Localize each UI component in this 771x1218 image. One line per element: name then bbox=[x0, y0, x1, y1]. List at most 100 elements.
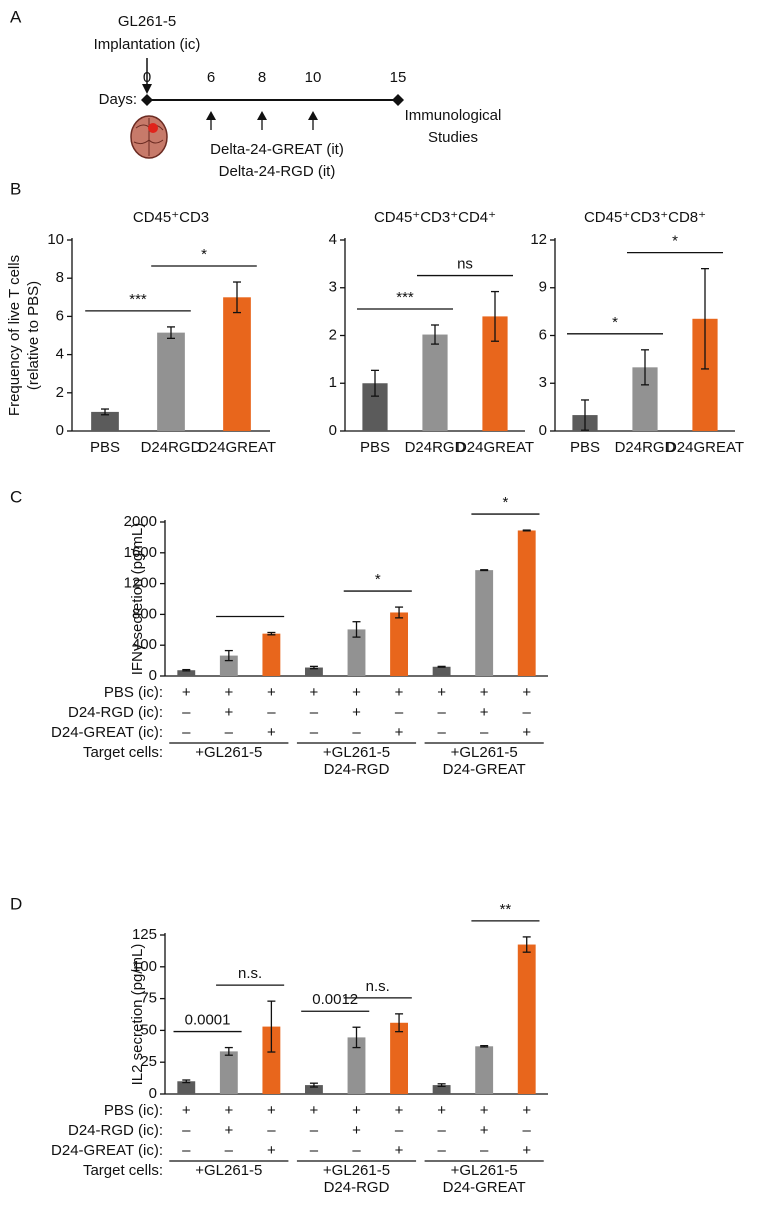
target-label: Target cells: bbox=[83, 744, 163, 761]
error-bar bbox=[395, 606, 404, 619]
y-tick-label: 1600 bbox=[124, 544, 157, 561]
significance-label: *** bbox=[396, 289, 414, 306]
error-bar bbox=[267, 631, 276, 636]
y-tick-label: 4 bbox=[56, 346, 64, 363]
x-tick-label: PBS bbox=[570, 439, 600, 456]
y-tick-label: 6 bbox=[56, 307, 64, 324]
condition-mark: – bbox=[182, 704, 191, 721]
treatment-label: Delta-24-GREAT (it) bbox=[210, 141, 344, 158]
error-bar bbox=[233, 281, 241, 314]
timeline-start bbox=[141, 94, 153, 106]
condition-mark: + bbox=[480, 704, 489, 721]
condition-mark: + bbox=[522, 724, 531, 741]
bar bbox=[390, 1022, 408, 1094]
target-label: Target cells: bbox=[83, 1162, 163, 1179]
error-bar bbox=[480, 569, 489, 572]
condition-label: D24-RGD (ic): bbox=[68, 704, 163, 721]
y-tick-label: 6 bbox=[539, 326, 547, 343]
condition-mark: – bbox=[310, 724, 319, 741]
y-axis-label: IFNγ secretion (pg/mL) bbox=[129, 523, 146, 676]
error-bar bbox=[522, 936, 531, 953]
error-bar bbox=[437, 1083, 446, 1088]
condition-mark: – bbox=[395, 704, 404, 721]
condition-mark: – bbox=[225, 724, 234, 741]
bar bbox=[177, 670, 196, 676]
condition-mark: – bbox=[523, 704, 532, 721]
y-tick-label: 3 bbox=[539, 374, 547, 391]
condition-mark: + bbox=[352, 1102, 361, 1119]
panel-label: B bbox=[10, 179, 21, 198]
error-bar bbox=[309, 665, 318, 670]
condition-mark: + bbox=[395, 1142, 404, 1159]
condition-mark: + bbox=[480, 684, 489, 701]
bar bbox=[219, 655, 238, 676]
bar bbox=[262, 1026, 281, 1094]
condition-mark: – bbox=[225, 1142, 234, 1159]
day-label: 15 bbox=[390, 69, 407, 86]
error-bar bbox=[352, 1026, 361, 1049]
days-label: Days: bbox=[99, 91, 137, 108]
error-bar bbox=[431, 324, 439, 345]
target-group-label: D24-GREAT bbox=[443, 761, 526, 778]
condition-label: D24-RGD (ic): bbox=[68, 1122, 163, 1139]
significance-label: n.s. bbox=[238, 965, 262, 982]
bar bbox=[517, 944, 536, 1094]
error-bar bbox=[101, 408, 109, 416]
condition-mark: + bbox=[395, 684, 404, 701]
y-axis-label: (relative to PBS) bbox=[25, 281, 42, 390]
condition-mark: – bbox=[182, 724, 191, 741]
condition-mark: + bbox=[310, 1102, 319, 1119]
bar bbox=[422, 334, 448, 431]
error-bar bbox=[701, 267, 709, 370]
y-axis-label: Frequency of live T cells bbox=[6, 255, 23, 416]
bar bbox=[305, 1085, 323, 1094]
bar bbox=[262, 633, 281, 676]
error-bar bbox=[224, 1046, 233, 1056]
target-group-label: +GL261-5 bbox=[323, 744, 390, 761]
condition-label: PBS (ic): bbox=[104, 1102, 163, 1119]
y-tick-label: 2 bbox=[329, 326, 337, 343]
bar bbox=[305, 667, 323, 676]
bar bbox=[347, 1037, 366, 1094]
y-tick-label: 0 bbox=[149, 1085, 157, 1102]
x-tick-label: PBS bbox=[90, 439, 120, 456]
condition-mark: – bbox=[310, 704, 319, 721]
target-group-label: +GL261-5 bbox=[195, 744, 262, 761]
error-bar bbox=[267, 1000, 276, 1053]
condition-mark: + bbox=[224, 1122, 233, 1139]
error-bar bbox=[641, 349, 649, 386]
condition-mark: – bbox=[437, 1122, 446, 1139]
bar bbox=[219, 1051, 238, 1094]
bar bbox=[432, 1085, 451, 1094]
y-tick-label: 8 bbox=[56, 269, 64, 286]
y-tick-label: 25 bbox=[140, 1053, 157, 1070]
target-group-label: D24-RGD bbox=[324, 761, 390, 778]
condition-mark: + bbox=[267, 1102, 276, 1119]
x-tick-label: D24RGD bbox=[141, 439, 202, 456]
condition-mark: + bbox=[395, 724, 404, 741]
day-label: 10 bbox=[305, 69, 322, 86]
error-bar bbox=[167, 326, 175, 340]
x-tick-label: D24GREAT bbox=[456, 439, 534, 456]
target-group-label: D24-GREAT bbox=[443, 1179, 526, 1196]
error-bar bbox=[395, 1013, 404, 1033]
day-label: 6 bbox=[207, 69, 215, 86]
significance-label: * bbox=[375, 571, 381, 588]
significance-label: ** bbox=[500, 901, 512, 918]
bar bbox=[157, 332, 185, 431]
bar bbox=[432, 666, 451, 676]
condition-mark: + bbox=[522, 1142, 531, 1159]
condition-mark: – bbox=[523, 1122, 532, 1139]
bar bbox=[390, 612, 408, 676]
panel-label: A bbox=[10, 7, 22, 26]
condition-label: D24-GREAT (ic): bbox=[51, 1142, 163, 1159]
condition-mark: + bbox=[522, 1102, 531, 1119]
chart-title: CD45⁺CD3⁺CD4⁺ bbox=[374, 209, 496, 226]
y-tick-label: 4 bbox=[329, 231, 337, 248]
treatment-label: Delta-24-RGD (it) bbox=[219, 163, 336, 180]
condition-mark: – bbox=[480, 1142, 489, 1159]
y-tick-label: 3 bbox=[329, 279, 337, 296]
error-bar bbox=[480, 1045, 489, 1048]
day-label: 0 bbox=[143, 69, 151, 86]
